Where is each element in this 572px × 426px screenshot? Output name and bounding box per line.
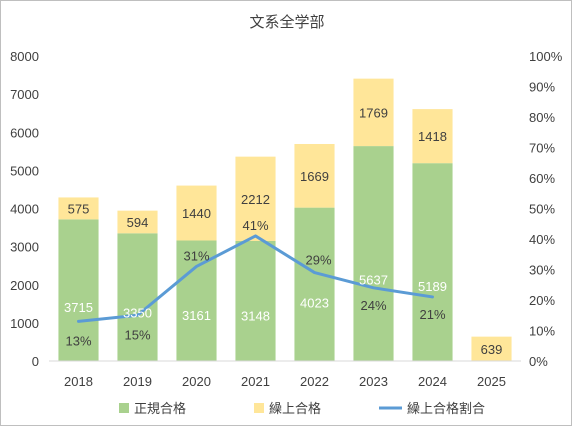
data-label-ratio-2018: 13% [65,333,91,348]
data-label-ratio-2024: 21% [419,307,445,322]
axis-layer: 0 1000 2000 3000 4000 5000 6000 7000 8000 0% 10% 20… [10,49,563,389]
bar-regular-2018 [58,219,99,361]
data-label-waitlist-2020: 1440 [182,206,211,221]
x-tick-label-2018: 2018 [64,374,93,389]
x-tick-label-2023: 2023 [359,374,388,389]
x-tick-label-2021: 2021 [241,374,270,389]
line-waitlist-ratio [77,234,434,323]
bar-regular-2019 [117,233,158,361]
y-left-tick-label: 2000 [10,278,39,293]
bar-waitlist-2021 [235,156,276,241]
x-tick-label-2019: 2019 [123,374,152,389]
bars-layer [58,78,512,361]
data-label-waitlist-2025: 639 [481,342,503,357]
data-label-waitlist-2019: 594 [127,215,149,230]
x-tick-label-2025: 2025 [477,374,506,389]
y-right-tick-label: 80% [529,110,555,125]
data-label-waitlist-2021: 2212 [241,192,270,207]
y-left-tick-label: 3000 [10,240,39,255]
bar-waitlist-2024 [412,109,453,164]
data-label-waitlist-2024: 1418 [418,129,447,144]
data-label-ratio-2021: 41% [242,218,268,233]
bar-waitlist-2018 [58,197,99,220]
bar-waitlist-2023 [353,78,394,147]
data-label-regular-2023: 5637 [359,272,388,287]
x-tick-label-2020: 2020 [182,374,211,389]
y-right-tick-label: 60% [529,171,555,186]
data-label-regular-2024: 5189 [418,279,447,294]
y-right-tick-label: 90% [529,80,555,95]
legend: 正規合格 繰上合格 繰上合格割合 [119,401,485,416]
data-label-waitlist-2023: 1769 [359,105,388,120]
data-label-regular-2019: 3350 [123,305,152,320]
y-left-tick-label: 0 [32,354,39,369]
data-label-ratio-2022: 29% [305,253,331,268]
y-left-tick-label: 8000 [10,49,39,64]
y-left-tick-label: 5000 [10,163,39,178]
data-label-regular-2020: 3161 [182,308,211,323]
chart-title: 文系全学部 [249,13,324,31]
x-tick-label-2022: 2022 [300,374,329,389]
y-left-tick-label: 6000 [10,125,39,140]
y-right-tick-label: 30% [529,263,555,278]
x-tick-label-2024: 2024 [418,374,447,389]
labels-layer: 3715 575 3350 594 3161 1440 3148 2212 4023 1669 56… [64,105,502,356]
data-label-regular-2021: 3148 [241,308,270,323]
y-right-tick-label: 100% [529,49,563,64]
bar-regular-2022 [294,207,335,361]
y-right-tick-label: 40% [529,232,555,247]
y-right-tick-label: 0% [529,354,548,369]
bar-waitlist-2020 [176,185,217,241]
legend-swatch-0 [119,403,129,413]
y-right-tick-label: 20% [529,293,555,308]
bar-waitlist-2019 [117,210,158,234]
bar-waitlist-2025 [471,336,512,361]
legend-label-2: 繰上合格割合 [407,401,485,416]
y-right-tick-label: 70% [529,141,555,156]
legend-label-1: 繰上合格 [269,401,321,416]
data-label-waitlist-2018: 575 [68,201,90,216]
data-label-ratio-2019: 15% [124,327,150,342]
bar-waitlist-2022 [294,143,335,208]
bar-regular-2023 [353,146,394,361]
data-label-waitlist-2022: 1669 [300,169,329,184]
legend-label-0: 正規合格 [134,401,186,416]
bar-regular-2021 [235,240,276,361]
data-label-ratio-2020: 31% [183,248,209,263]
line-layer [77,234,434,323]
legend-swatch-1 [254,403,264,413]
y-left-tick-label: 7000 [10,87,39,102]
y-right-tick-label: 10% [529,324,555,339]
data-label-regular-2018: 3715 [64,300,93,315]
y-left-tick-label: 1000 [10,316,39,331]
data-label-ratio-2023: 24% [360,298,386,313]
y-right-tick-label: 50% [529,202,555,217]
bar-regular-2024 [412,163,453,361]
y-left-tick-label: 4000 [10,202,39,217]
data-label-regular-2022: 4023 [300,296,329,311]
